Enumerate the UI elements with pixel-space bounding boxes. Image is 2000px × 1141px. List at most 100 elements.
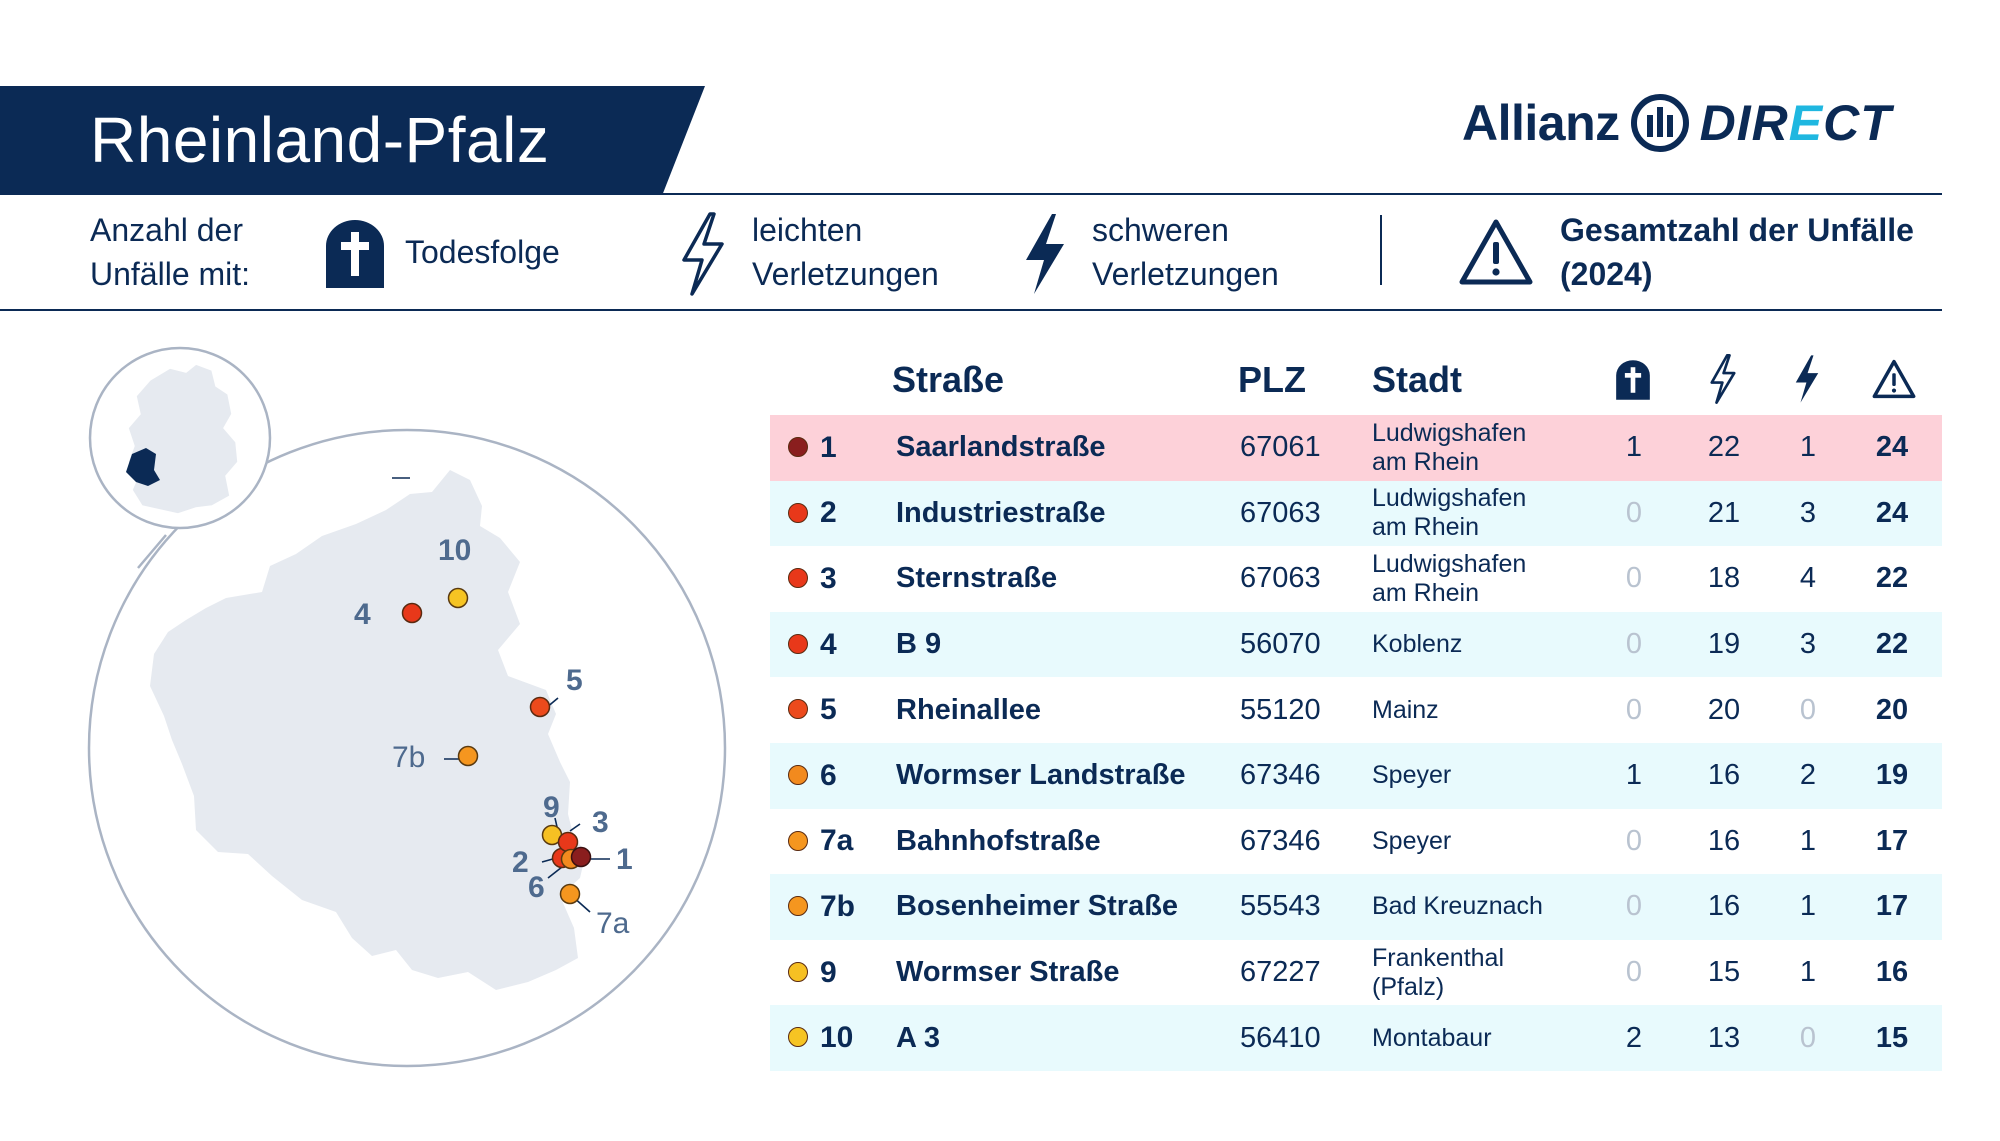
row-death: 0 [1625,693,1643,726]
row-severe: 0 [1799,1021,1817,1054]
allianz-direct-logo: Allianz DIRECT [1462,90,1892,156]
row-color-dot [788,961,808,982]
map-marker-5 [529,696,551,718]
legend-severe-label: schweren Verletzungen [1092,212,1279,292]
row-color-dot [788,437,808,457]
row-light: 16 [1707,759,1741,792]
row-street: Wormser Landstraße [896,759,1186,792]
row-color-dot [788,830,808,851]
row-rank: 4 [820,627,837,661]
row-severe: 1 [1799,956,1817,989]
row-total: 20 [1875,693,1909,726]
row-city: Montabaur [1372,1023,1492,1052]
row-street: Sternstraße [896,562,1058,595]
legend-total-label: Gesamtzahl der Unfälle (2024) [1560,212,1914,292]
row-light: 18 [1707,562,1741,595]
row-light: 20 [1707,693,1741,726]
header-plz: PLZ [1238,359,1306,400]
header-severe-icon [1795,355,1819,403]
header-rule-bottom [0,309,1942,311]
accident-table: Straße PLZ Stadt 1 Saarlandstraße 67061 … [770,345,1942,1071]
table-row: 2 Industriestraße 67063 Ludwigshafen am R… [770,480,1942,547]
header-street: Straße [892,359,1005,400]
row-plz: 67346 [1240,759,1321,792]
row-city: Koblenz [1372,630,1463,659]
map-label-6: 6 [528,871,545,904]
row-city: Speyer [1372,826,1452,855]
row-light: 16 [1707,824,1741,857]
row-death: 0 [1625,562,1643,595]
map-marker-1 [570,846,592,868]
row-rank: 6 [820,758,837,792]
row-light: 16 [1707,890,1741,923]
row-city: Mainz [1372,695,1439,724]
row-city: Ludwigshafen am Rhein [1372,484,1527,542]
map-marker-3 [557,831,579,853]
legend-light-label: leichten Verletzungen [752,212,939,292]
inset-connector [137,534,167,569]
row-color-dot [788,633,808,654]
row-street: Rheinallee [896,693,1042,726]
rlp-highlight [126,448,160,486]
table-row: 6 Wormser Landstraße 67346 Speyer 1 16 2… [770,742,1942,809]
map-label-3: 3 [592,806,609,839]
row-severe: 3 [1799,496,1817,529]
table-row: 9 Wormser Straße 67227 Frankenthal (Pfalz… [770,940,1942,1006]
row-rank: 9 [820,955,837,989]
map-marker-7a [559,883,581,905]
map-label-2: 2 [512,846,529,879]
map-marker-4 [401,602,423,624]
map-marker-7b [457,745,479,767]
row-plz: 67227 [1240,956,1321,989]
map-markers [401,587,592,905]
row-plz: 55120 [1240,693,1321,726]
row-rank: 1 [820,430,837,464]
table-row: 10 A 3 56410 Montabaur 2 13 0 15 [770,1005,1942,1071]
logo-direct-text: DIRECT [1699,95,1892,151]
row-street: B 9 [896,628,942,661]
row-severe: 1 [1799,890,1817,923]
row-light: 19 [1707,628,1741,661]
row-rank: 5 [820,693,837,727]
row-rank: 2 [820,496,837,530]
row-street: Industriestraße [896,496,1106,529]
table-row: 7b Bosenheimer Straße 55543 Bad Kreuznac… [770,874,1942,940]
row-street: Wormser Straße [896,956,1120,989]
row-death: 1 [1625,431,1643,464]
row-total: 19 [1875,759,1909,792]
row-rank: 10 [820,1021,854,1055]
row-plz: 55543 [1240,890,1321,923]
title-banner [0,86,705,194]
row-total: 22 [1875,562,1909,595]
row-rank: 7b [820,889,856,923]
table-body: 1 Saarlandstraße 67061 Ludwigshafen am Rh… [770,415,1942,1071]
row-death: 0 [1625,496,1643,529]
row-color-dot [788,699,808,720]
row-color-dot [788,568,808,589]
header-light-icon [1710,354,1736,404]
header-city: Stadt [1372,359,1462,400]
row-total: 17 [1875,824,1909,857]
row-city: Frankenthal (Pfalz) [1372,943,1505,1001]
row-plz: 67346 [1240,824,1321,857]
row-plz: 67063 [1240,496,1321,529]
row-total: 15 [1875,1021,1909,1054]
map-marker-10 [447,587,469,609]
row-city: Ludwigshafen am Rhein [1372,549,1527,607]
row-severe: 3 [1799,628,1817,661]
row-plz: 67061 [1240,431,1321,464]
row-city: Speyer [1372,761,1452,790]
map-label-5: 5 [566,664,583,697]
warning-triangle-icon [1459,219,1533,285]
row-street: Saarlandstraße [896,431,1106,464]
row-light: 22 [1707,431,1741,464]
row-total: 22 [1875,628,1909,661]
row-total: 24 [1875,496,1909,529]
map-label-10: 10 [438,534,471,567]
row-light: 15 [1707,956,1741,989]
map-panel: 10 4 5 7b 9 3 2 1 6 7a [87,346,727,1068]
table-header: Straße PLZ Stadt [770,345,1942,415]
table-row: 5 Rheinallee 55120 Mainz 0 20 0 20 [770,677,1942,743]
row-rank: 3 [820,561,837,595]
lightning-outline-icon [682,212,724,296]
